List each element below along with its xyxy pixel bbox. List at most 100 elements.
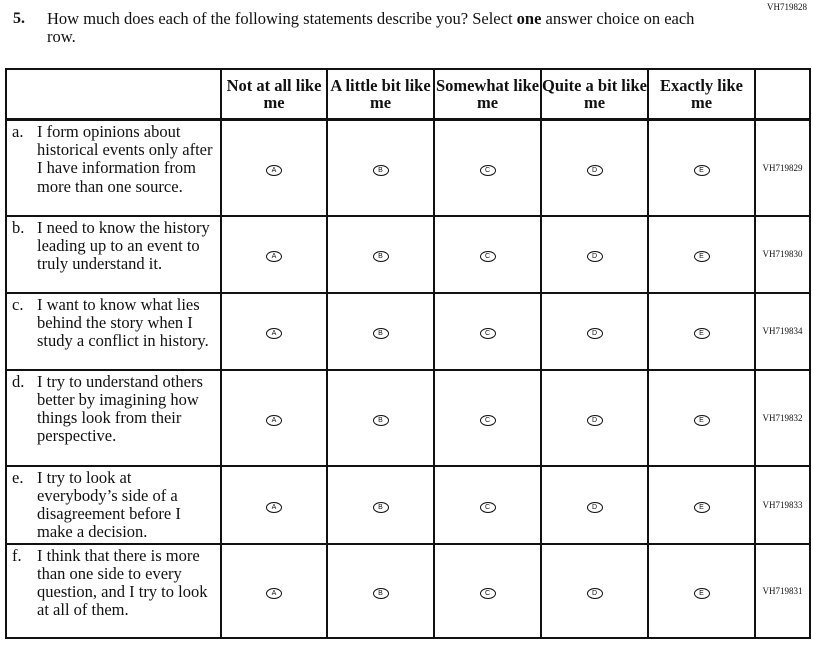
statement-letter: c. bbox=[12, 294, 24, 314]
option-cell: C bbox=[433, 542, 542, 639]
statement-cell: b. I need to know the history leading up … bbox=[5, 214, 222, 294]
question-text-part: answer choice on each row. bbox=[47, 9, 695, 46]
row-item-code: VH719833 bbox=[754, 464, 811, 545]
radio-option-b[interactable]: B bbox=[372, 164, 389, 176]
statement-cell: c. I want to know what lies behind the st… bbox=[5, 291, 222, 371]
statement-cell: f. I think that there is more than one si… bbox=[5, 542, 222, 639]
radio-option-a[interactable]: A bbox=[266, 164, 282, 176]
column-header: Quite a bit like me bbox=[540, 68, 649, 121]
option-cell: E bbox=[647, 214, 756, 294]
option-cell: B bbox=[326, 214, 435, 294]
radio-option-d[interactable]: D bbox=[586, 251, 603, 262]
table-row: d. I try to understand others better by i… bbox=[5, 368, 811, 467]
option-cell: B bbox=[326, 464, 435, 545]
statement-letter: b. bbox=[12, 217, 25, 237]
response-table: Not at all like me A little bit like me So… bbox=[5, 68, 811, 639]
statement-letter: f. bbox=[12, 545, 22, 565]
radio-option-a[interactable]: A bbox=[266, 414, 282, 426]
option-cell: A bbox=[220, 291, 328, 371]
radio-option-b[interactable]: B bbox=[372, 587, 389, 599]
option-cell: D bbox=[540, 118, 649, 217]
option-cell: B bbox=[326, 368, 435, 467]
table-row: f. I think that there is more than one si… bbox=[5, 542, 811, 639]
table-row: b. I need to know the history leading up … bbox=[5, 214, 811, 294]
row-item-code: VH719831 bbox=[754, 542, 811, 639]
option-cell: D bbox=[540, 291, 649, 371]
option-cell: C bbox=[433, 214, 542, 294]
table-row: e. I try to look at everybody’s side of a… bbox=[5, 464, 811, 545]
option-cell: E bbox=[647, 542, 756, 639]
question-text: How much does each of the following stat… bbox=[47, 10, 727, 46]
radio-option-e[interactable]: E bbox=[693, 501, 710, 513]
statement-letter: e. bbox=[12, 467, 24, 487]
row-item-code: VH719830 bbox=[754, 214, 811, 294]
option-cell: E bbox=[647, 368, 756, 467]
radio-option-d[interactable]: D bbox=[586, 414, 603, 426]
option-cell: E bbox=[647, 291, 756, 371]
header-row: Not at all like me A little bit like me So… bbox=[5, 68, 811, 121]
column-header: Somewhat like me bbox=[433, 68, 542, 121]
option-cell: E bbox=[647, 464, 756, 545]
option-cell: D bbox=[540, 368, 649, 467]
radio-option-d[interactable]: D bbox=[586, 587, 603, 599]
radio-option-b[interactable]: B bbox=[372, 251, 389, 262]
question-text-part: How much does each of the following stat… bbox=[47, 9, 517, 28]
statement-text: I try to look at everybody’s side of a d… bbox=[37, 467, 181, 542]
header-blank bbox=[5, 68, 222, 121]
option-cell: E bbox=[647, 118, 756, 217]
column-header: Not at all like me bbox=[220, 68, 328, 121]
table-row: c. I want to know what lies behind the st… bbox=[5, 291, 811, 371]
option-cell: C bbox=[433, 368, 542, 467]
option-cell: C bbox=[433, 464, 542, 545]
option-cell: A bbox=[220, 368, 328, 467]
radio-option-a[interactable]: A bbox=[266, 328, 282, 339]
row-item-code: VH719834 bbox=[754, 291, 811, 371]
radio-option-d[interactable]: D bbox=[586, 164, 603, 176]
radio-option-a[interactable]: A bbox=[266, 251, 282, 262]
header-code-blank bbox=[754, 68, 811, 121]
radio-option-a[interactable]: A bbox=[266, 587, 282, 599]
radio-option-c[interactable]: C bbox=[479, 501, 496, 513]
item-id: VH719828 bbox=[767, 2, 807, 12]
radio-option-c[interactable]: C bbox=[479, 251, 496, 262]
radio-option-b[interactable]: B bbox=[372, 501, 389, 513]
option-cell: B bbox=[326, 542, 435, 639]
radio-option-e[interactable]: E bbox=[693, 328, 710, 339]
statement-text: I think that there is more than one side… bbox=[37, 545, 208, 620]
option-cell: A bbox=[220, 214, 328, 294]
radio-option-c[interactable]: C bbox=[479, 164, 496, 176]
statement-letter: d. bbox=[12, 371, 25, 391]
statement-text: I form opinions about historical events … bbox=[37, 122, 213, 196]
column-header: Exactly like me bbox=[647, 68, 756, 121]
question-emphasis: one bbox=[516, 9, 542, 28]
statement-cell: a. I form opinions about historical event… bbox=[5, 118, 222, 217]
row-item-code: VH719832 bbox=[754, 368, 811, 467]
option-cell: C bbox=[433, 291, 542, 371]
radio-option-e[interactable]: E bbox=[693, 251, 710, 262]
option-cell: A bbox=[220, 464, 328, 545]
radio-option-c[interactable]: C bbox=[479, 328, 496, 339]
radio-option-e[interactable]: E bbox=[693, 164, 710, 176]
radio-option-d[interactable]: D bbox=[586, 501, 603, 513]
option-cell: A bbox=[220, 118, 328, 217]
row-item-code: VH719829 bbox=[754, 118, 811, 217]
option-cell: B bbox=[326, 291, 435, 371]
statement-text: I want to know what lies behind the stor… bbox=[37, 294, 209, 350]
radio-option-c[interactable]: C bbox=[479, 587, 496, 599]
option-cell: D bbox=[540, 542, 649, 639]
radio-option-a[interactable]: A bbox=[266, 501, 282, 513]
option-cell: D bbox=[540, 214, 649, 294]
statement-cell: e. I try to look at everybody’s side of a… bbox=[5, 464, 222, 545]
radio-option-d[interactable]: D bbox=[586, 328, 603, 339]
radio-option-e[interactable]: E bbox=[693, 587, 710, 599]
radio-option-b[interactable]: B bbox=[372, 414, 389, 426]
statement-text: I try to understand others better by ima… bbox=[37, 371, 203, 446]
statement-cell: d. I try to understand others better by i… bbox=[5, 368, 222, 467]
option-cell: A bbox=[220, 542, 328, 639]
statement-letter: a. bbox=[12, 122, 24, 141]
radio-option-c[interactable]: C bbox=[479, 414, 496, 426]
option-cell: B bbox=[326, 118, 435, 217]
radio-option-b[interactable]: B bbox=[372, 328, 389, 339]
radio-option-e[interactable]: E bbox=[693, 414, 710, 426]
question-number: 5. bbox=[13, 10, 25, 27]
